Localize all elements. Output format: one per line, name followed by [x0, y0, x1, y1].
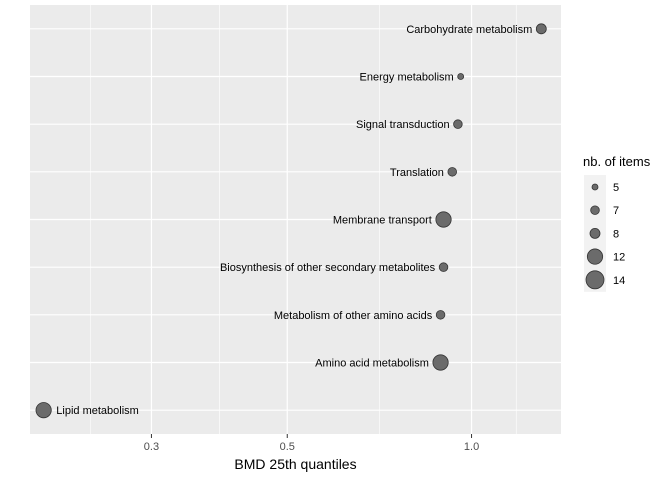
- x-tick-label: 0.5: [280, 441, 295, 453]
- x-tick-label: 1.0: [464, 441, 479, 453]
- point-label: Lipid metabolism: [56, 405, 139, 417]
- data-point: [457, 73, 465, 80]
- point-label: Carbohydrate metabolism: [406, 24, 532, 36]
- legend-key: [590, 205, 600, 215]
- legend-label: 5: [613, 182, 619, 194]
- legend-key: [585, 270, 605, 290]
- point-label: Signal transduction: [356, 119, 450, 131]
- data-point: [435, 310, 446, 320]
- point-label: Energy metabolism: [360, 72, 454, 84]
- data-point: [447, 167, 457, 177]
- data-point: [453, 119, 463, 129]
- grid-lines: [30, 5, 561, 434]
- legend-label: 7: [613, 205, 619, 217]
- point-label: Translation: [390, 167, 444, 179]
- point-label: Biosynthesis of other secondary metaboli…: [220, 262, 436, 274]
- data-point: [35, 402, 52, 419]
- legend-label: 8: [613, 228, 619, 240]
- legend-label: 12: [613, 252, 625, 264]
- legend-key: [589, 227, 601, 239]
- point-labels: Carbohydrate metabolism Energy metabolism…: [56, 24, 532, 417]
- legend-label: 14: [613, 275, 625, 287]
- point-label: Membrane transport: [333, 215, 432, 227]
- legend-key: [591, 183, 599, 191]
- data-point: [438, 262, 449, 272]
- data-point: [432, 354, 449, 371]
- legend-key: [586, 248, 604, 265]
- x-axis: 0.3 0.5 1.0: [144, 434, 479, 453]
- data-points: [35, 23, 547, 419]
- point-label: Metabolism of other amino acids: [274, 310, 433, 322]
- size-legend: nb. of items 5 7 8 12 14: [583, 154, 651, 292]
- data-point: [535, 23, 547, 35]
- x-tick-label: 0.3: [144, 441, 159, 453]
- legend-title: nb. of items: [583, 154, 651, 169]
- data-point: [435, 211, 452, 228]
- x-axis-title: BMD 25th quantiles: [234, 456, 356, 472]
- point-label: Amino acid metabolism: [315, 358, 429, 370]
